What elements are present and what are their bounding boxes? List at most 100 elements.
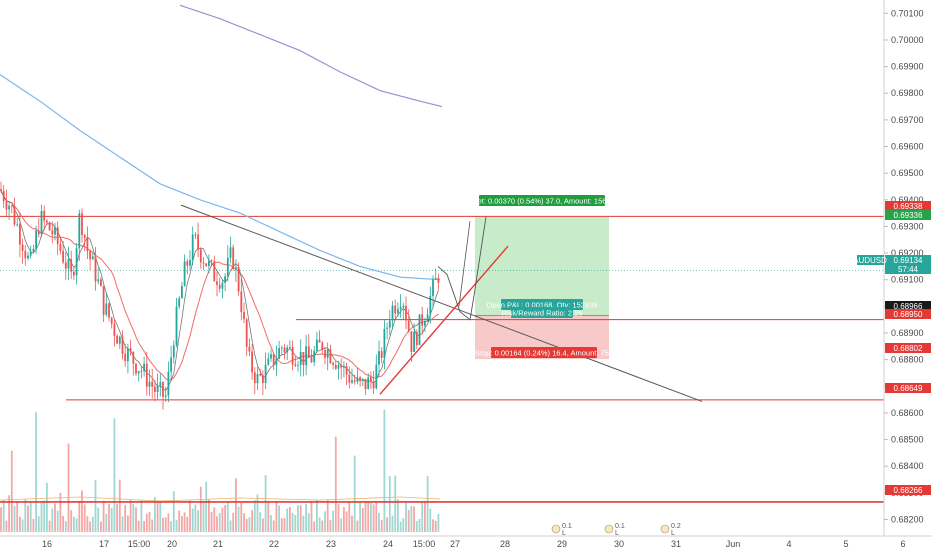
volume-bar (105, 513, 108, 532)
volume-bar (240, 502, 243, 532)
time-tick-label: 16 (42, 539, 52, 549)
trend-lines[interactable] (180, 204, 703, 402)
event-markers[interactable]: 0.1L 0.1L 0.2L (551, 523, 681, 537)
candle-body (75, 248, 78, 276)
volume-bar (191, 508, 194, 532)
volume-bar (94, 480, 97, 532)
candle-body (337, 365, 340, 369)
event-sub: L (671, 530, 675, 537)
volume-bar (46, 482, 48, 532)
candle-body (232, 247, 235, 269)
candle-body (248, 346, 251, 352)
candle-body (116, 335, 118, 344)
candle-body (402, 306, 405, 308)
event-marker[interactable]: 0.1L (551, 523, 572, 537)
candle-body (205, 263, 208, 266)
volume-bar (127, 515, 129, 532)
volume-bar (410, 505, 413, 532)
price-tick-label: 0.68900 (891, 328, 924, 338)
volume-bar (2, 499, 5, 532)
candle-body (424, 321, 426, 326)
volume-bar (218, 512, 221, 532)
volume-bar (64, 521, 67, 532)
volume-bar (378, 512, 380, 532)
volume-bar (251, 510, 253, 532)
candle-body (361, 378, 364, 381)
volume-bar (143, 521, 145, 532)
candle-body (399, 307, 402, 310)
volume-bar (164, 517, 167, 532)
candle-body (380, 351, 383, 358)
volume-bar (78, 500, 81, 532)
price-tag-text: 0.68966 (894, 302, 923, 311)
candle-body (343, 366, 345, 368)
stop-label-bg (491, 347, 597, 358)
volume-bar (248, 517, 251, 532)
candle-body (154, 386, 156, 392)
volume-bar (434, 520, 437, 532)
candle-body (367, 377, 370, 390)
event-marker[interactable]: 0.2L (660, 523, 681, 537)
candle-body (145, 363, 148, 387)
candle-body (78, 213, 81, 249)
volume-bar (272, 520, 275, 532)
volume-bar (189, 500, 191, 532)
volume-bar (116, 503, 118, 532)
candle-body (226, 257, 229, 277)
time-tick-label: 6 (900, 539, 905, 549)
candle-body (208, 260, 210, 266)
volume-bar (367, 501, 370, 532)
volume-bar (221, 507, 224, 532)
moving-average-red (0, 190, 439, 381)
price-tick-label: 0.70100 (891, 8, 924, 18)
candle-body (24, 250, 27, 259)
candle-body (181, 286, 183, 299)
projection-path (437, 216, 487, 321)
candle-body (264, 364, 267, 384)
volume-bar (294, 515, 297, 532)
candle-body (62, 250, 64, 263)
volume-bar (21, 519, 24, 532)
candle-body (318, 339, 321, 343)
candle-body (426, 314, 429, 322)
volume-bar (24, 499, 27, 532)
candle-body (197, 234, 199, 250)
volume-bar (286, 508, 289, 532)
candle-body (432, 279, 434, 297)
candle-body (81, 213, 83, 235)
volume-bar (167, 513, 170, 532)
price-tag-text: 0.68266 (894, 486, 923, 495)
price-tag-text: 0.69338 (894, 202, 923, 211)
candle-body (59, 244, 62, 251)
ascending-trendline (379, 245, 509, 395)
candle-body (299, 352, 302, 365)
candle-body (127, 348, 129, 362)
price-tick-label: 0.68600 (891, 408, 924, 418)
volume-bar (178, 510, 181, 532)
time-tick-label: 20 (167, 539, 177, 549)
volume-bar (83, 504, 86, 532)
candle-body (170, 357, 172, 372)
moving-average-blue (0, 74, 441, 281)
time-tick-label: 24 (383, 539, 393, 549)
candle-body (413, 331, 415, 352)
candle-body (213, 260, 216, 282)
candle-body (56, 227, 59, 245)
candle-body (159, 382, 162, 386)
candle-body (251, 351, 253, 373)
time-axis[interactable]: 16 17 15:00 20 21 22 23 24 15:00 27 28 29 30 31 Jun 4 5 6 (42, 539, 906, 549)
time-tick-label: Jun (726, 539, 741, 549)
volume-bar (332, 510, 334, 532)
volume-bar (364, 501, 367, 532)
event-marker[interactable]: 0.1L (604, 523, 625, 537)
candle-body (383, 328, 386, 358)
volume-bar (307, 513, 310, 532)
volume-bar (156, 502, 159, 532)
candle-body (67, 259, 70, 269)
candle-body (316, 339, 318, 351)
candle-body (172, 345, 175, 358)
volume-bar (175, 519, 178, 532)
candle-body (270, 354, 272, 359)
